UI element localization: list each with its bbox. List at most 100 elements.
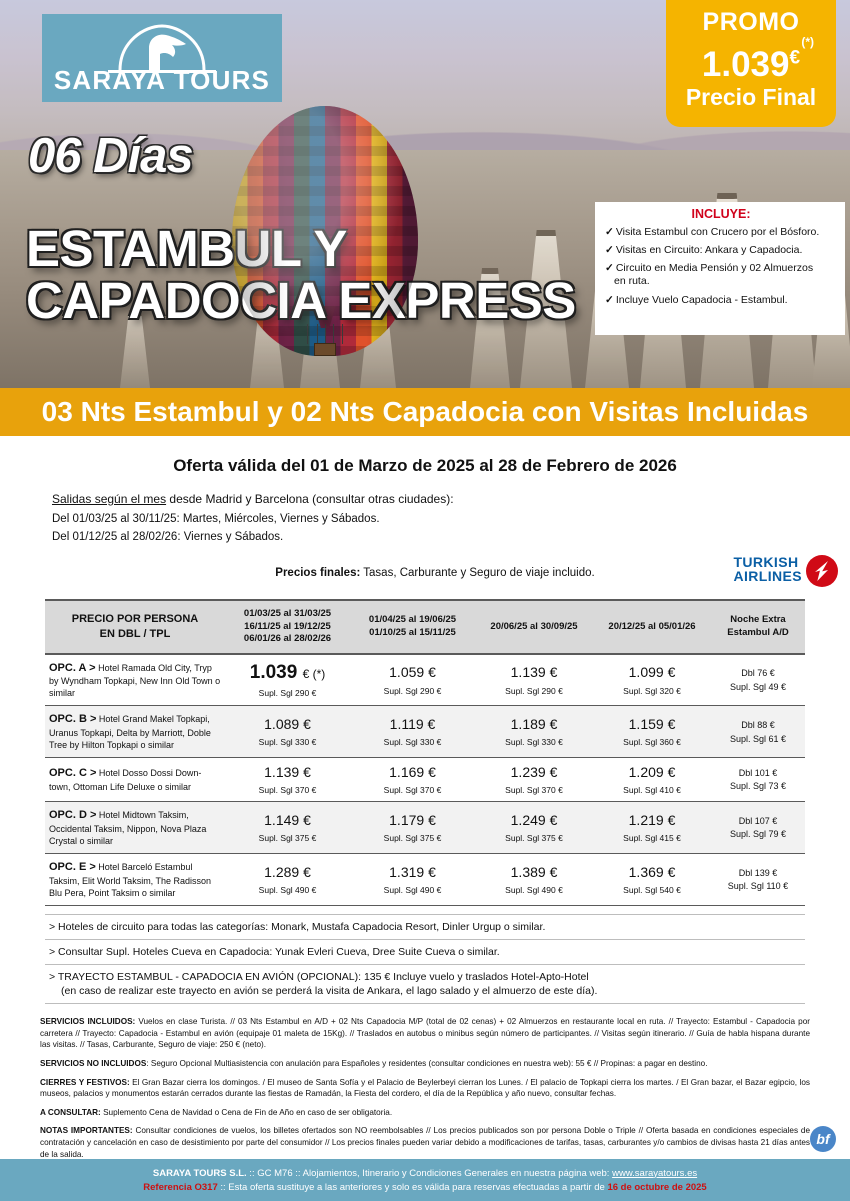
offer-validity: Oferta válida del 01 de Marzo de 2025 al… bbox=[173, 456, 677, 475]
extra-sgl: Supl. Sgl 49 € bbox=[729, 681, 787, 692]
price-value: 1.179 € bbox=[389, 812, 436, 829]
hotel-option: OPC. A > Hotel Ramada Old City, Tryp by … bbox=[49, 661, 221, 700]
price-number: 1.039 bbox=[249, 661, 298, 683]
price-cell: 1.239 € Supl. Sgl 370 € bbox=[475, 757, 593, 803]
footer-effective-date: 16 de octubre de 2025 bbox=[607, 1181, 707, 1193]
price-value: 1.189 € bbox=[510, 716, 558, 733]
note-subtext: (en caso de realizar este trayecto en av… bbox=[61, 985, 598, 997]
incluye-list: ✓ Visita Estambul con Crucero por el Bósf… bbox=[605, 226, 837, 307]
extra-night-cell: Dbl 88 € Supl. Sgl 61 € bbox=[711, 705, 805, 759]
services-not-included-label: SERVICIOS NO INCLUIDOS bbox=[40, 1058, 147, 1068]
price-value: 1.059 € bbox=[389, 664, 436, 681]
extra-sgl: Supl. Sgl 61 € bbox=[729, 733, 787, 744]
option-hotels: Hotel Barceló Estambul Taksim, Elit Worl… bbox=[49, 862, 212, 898]
price-cell: 1.159 € Supl. Sgl 360 € bbox=[593, 705, 711, 759]
row-hotels-cell: OPC. C > Hotel Dosso Dossi Down-town, Ot… bbox=[45, 757, 225, 803]
price-cell: 1.149 € Supl. Sgl 375 € bbox=[225, 801, 350, 855]
note-text: > TRAYECTO ESTAMBUL - CAPADOCIA EN AVIÓN… bbox=[49, 971, 589, 983]
footer-line-1: SARAYA TOURS S.L. :: GC M76 :: Alojamien… bbox=[153, 1168, 697, 1179]
promo-currency: € bbox=[789, 47, 801, 69]
important-notes-text: Consultar condiciones de vuelos, los bil… bbox=[40, 1126, 810, 1159]
price-cell: 1.319 € Supl. Sgl 490 € bbox=[350, 853, 475, 906]
single-supplement: Supl. Sgl 290 € bbox=[258, 688, 317, 699]
price-value: 1.319 € bbox=[389, 864, 436, 881]
row-hotels-cell: OPC. E > Hotel Barceló Estambul Taksim, … bbox=[45, 853, 225, 906]
footer-reference: Referencia O317 bbox=[143, 1181, 218, 1193]
check-icon: ✓ bbox=[605, 226, 614, 238]
promo-badge: PROMO (*) 1.039€ Precio Final bbox=[666, 0, 836, 127]
hotel-option: OPC. B > Hotel Grand Makel Topkapi, Uran… bbox=[49, 712, 221, 751]
orange-banner: 03 Nts Estambul y 02 Nts Capadocia con V… bbox=[0, 388, 850, 436]
services-not-included-text: : Seguro Opcional Multiasistencia con an… bbox=[146, 1058, 708, 1068]
departures-heading: Salidas según el mes desde Madrid y Barc… bbox=[52, 492, 850, 506]
price-table: PRECIO POR PERSONA EN DBL / TPL 01/03/25… bbox=[45, 599, 805, 906]
single-supplement: Supl. Sgl 360 € bbox=[623, 737, 681, 748]
note-item: > TRAYECTO ESTAMBUL - CAPADOCIA EN AVIÓN… bbox=[45, 965, 805, 1004]
price-currency: € (*) bbox=[302, 666, 326, 681]
saraya-sphinx-icon bbox=[102, 20, 222, 81]
price-value: 1.289 € bbox=[264, 864, 311, 881]
price-value: 1.039 € (*) bbox=[229, 662, 346, 684]
promo-asterisk: (*) bbox=[801, 35, 814, 49]
col-header-line: PRECIO POR PERSONA bbox=[71, 613, 199, 626]
single-supplement: Supl. Sgl 330 € bbox=[505, 737, 563, 748]
footer-line1-mid: :: GC M76 :: Alojamientos, Itinerario y … bbox=[246, 1167, 613, 1179]
col-header-line: 01/03/25 al 31/03/25 bbox=[243, 608, 332, 619]
price-value: 1.239 € bbox=[510, 764, 558, 781]
bf-logo-icon: bf bbox=[810, 1126, 836, 1152]
footer-website-link[interactable]: www.sarayatours.es bbox=[612, 1167, 698, 1179]
final-prices-note: Precios finales: Tasas, Carburante y Seg… bbox=[0, 567, 850, 579]
table-row: OPC. A > Hotel Ramada Old City, Tryp by … bbox=[45, 653, 805, 707]
departures-line-1: Del 01/03/25 al 30/11/25: Martes, Miérco… bbox=[52, 513, 380, 525]
services-not-included: SERVICIOS NO INCLUIDOS: Seguro Opcional … bbox=[40, 1058, 810, 1070]
important-notes: NOTAS IMPORTANTES: Consultar condiciones… bbox=[40, 1125, 810, 1160]
closures-label: CIERRES Y FESTIVOS: bbox=[40, 1077, 130, 1087]
price-cell: 1.059 € Supl. Sgl 290 € bbox=[350, 653, 475, 707]
extra-dbl: Dbl 76 € bbox=[741, 668, 775, 679]
incluye-box: INCLUYE: ✓ Visita Estambul con Crucero po… bbox=[595, 202, 845, 335]
table-row: OPC. B > Hotel Grand Makel Topkapi, Uran… bbox=[45, 705, 805, 759]
price-cell: 1.389 € Supl. Sgl 490 € bbox=[475, 853, 593, 906]
price-cell: 1.099 € Supl. Sgl 320 € bbox=[593, 653, 711, 707]
col-header-line: Noche Extra bbox=[730, 614, 786, 626]
single-supplement: Supl. Sgl 330 € bbox=[258, 737, 317, 748]
option-hotels: Hotel Midtown Taksim, Occidental Taksim,… bbox=[49, 810, 207, 847]
hotel-option: OPC. C > Hotel Dosso Dossi Down-town, Ot… bbox=[49, 766, 221, 793]
price-value: 1.389 € bbox=[510, 864, 558, 881]
single-supplement: Supl. Sgl 290 € bbox=[383, 685, 442, 696]
single-supplement: Supl. Sgl 490 € bbox=[505, 885, 563, 896]
single-supplement: Supl. Sgl 290 € bbox=[505, 685, 563, 696]
col-header-extra-night: Noche Extra Estambul A/D bbox=[711, 599, 805, 655]
price-value: 1.089 € bbox=[264, 716, 311, 733]
single-supplement: Supl. Sgl 375 € bbox=[505, 833, 563, 844]
incluye-heading: INCLUYE: bbox=[691, 207, 751, 221]
single-supplement: Supl. Sgl 415 € bbox=[623, 833, 681, 844]
table-row: OPC. C > Hotel Dosso Dossi Down-town, Ot… bbox=[45, 757, 805, 803]
body-content: Oferta válida del 01 de Marzo de 2025 al… bbox=[0, 456, 850, 1160]
single-supplement: Supl. Sgl 330 € bbox=[383, 737, 442, 748]
page-footer: SARAYA TOURS S.L. :: GC M76 :: Alojamien… bbox=[0, 1159, 850, 1201]
to-consult: A CONSULTAR: Suplemento Cena de Navidad … bbox=[40, 1107, 810, 1119]
closures-text: El Gran Bazar cierra los domingos. / El … bbox=[40, 1077, 810, 1099]
price-value: 1.139 € bbox=[264, 764, 311, 781]
option-code: OPC. B > bbox=[49, 713, 97, 726]
footer-line-2: Referencia O317 :: Esta oferta sustituye… bbox=[143, 1182, 706, 1193]
services-included-text: Vuelos en clase Turista. // 03 Nts Estam… bbox=[40, 1017, 810, 1050]
price-value: 1.369 € bbox=[628, 864, 676, 881]
price-cell: 1.179 € Supl. Sgl 375 € bbox=[350, 801, 475, 855]
price-cell: 1.039 € (*) Supl. Sgl 290 € bbox=[225, 653, 350, 707]
check-icon: ✓ bbox=[605, 262, 614, 275]
single-supplement: Supl. Sgl 370 € bbox=[258, 785, 317, 796]
promo-label: PROMO bbox=[702, 8, 800, 36]
option-hotels: Hotel Dosso Dossi Down-town, Ottoman Lif… bbox=[49, 768, 202, 793]
price-cell: 1.119 € Supl. Sgl 330 € bbox=[350, 705, 475, 759]
price-cell: 1.249 € Supl. Sgl 375 € bbox=[475, 801, 593, 855]
incluye-item-text: Visitas en Circuito: Ankara y Capadocia. bbox=[615, 244, 803, 257]
fineprint-section: SERVICIOS INCLUIDOS: Vuelos en clase Tur… bbox=[40, 1016, 810, 1160]
closures-holidays: CIERRES Y FESTIVOS: El Gran Bazar cierra… bbox=[40, 1077, 810, 1100]
option-code: OPC. E > bbox=[49, 861, 96, 874]
price-value: 1.119 € bbox=[389, 716, 436, 733]
list-item: ✓ Visita Estambul con Crucero por el Bósf… bbox=[605, 226, 837, 239]
hotel-option: OPC. E > Hotel Barceló Estambul Taksim, … bbox=[49, 860, 221, 899]
col-header-period-2: 01/04/25 al 19/06/25 01/10/25 al 15/11/2… bbox=[350, 599, 475, 655]
